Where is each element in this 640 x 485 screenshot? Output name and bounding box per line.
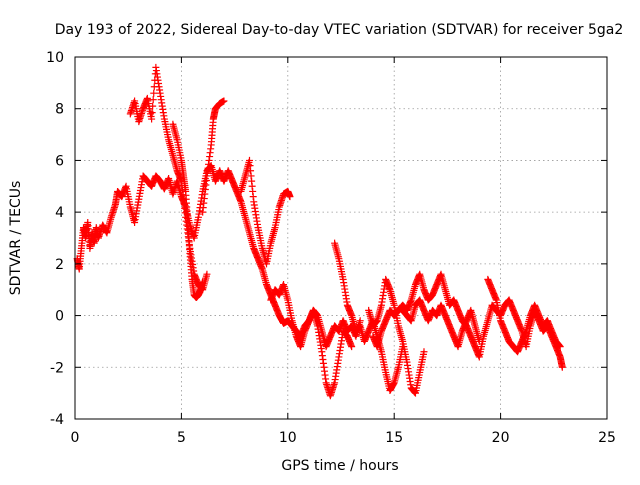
axis-ticks: 0 5 10 15 20 25 -4 -2 0 2 4 6 8 10 bbox=[46, 50, 616, 446]
data-point-marker bbox=[558, 363, 566, 371]
data-point-marker bbox=[150, 89, 158, 97]
data-point-marker bbox=[475, 337, 483, 345]
x-tick-label: 5 bbox=[177, 430, 186, 446]
data-point-marker bbox=[199, 278, 207, 286]
data-point-marker bbox=[148, 109, 156, 117]
y-tick-label: -4 bbox=[50, 412, 64, 428]
y-tick-label: -2 bbox=[50, 360, 64, 376]
x-tick-label: 10 bbox=[279, 430, 297, 446]
x-axis-label: GPS time / hours bbox=[281, 458, 398, 474]
y-tick-label: 10 bbox=[46, 50, 64, 66]
data-point-marker bbox=[148, 115, 156, 123]
x-tick-label: 20 bbox=[492, 430, 510, 446]
x-tick-label: 15 bbox=[385, 430, 403, 446]
data-point-marker bbox=[149, 96, 157, 104]
data-point-marker bbox=[149, 102, 157, 110]
y-tick-label: 2 bbox=[55, 257, 64, 273]
chart-title: Day 193 of 2022, Sidereal Day-to-day VTE… bbox=[55, 22, 624, 38]
data-point-marker bbox=[420, 348, 428, 356]
y-tick-label: 0 bbox=[55, 309, 64, 325]
y-tick-label: 4 bbox=[55, 205, 64, 221]
data-points bbox=[73, 63, 566, 400]
data-point-marker bbox=[348, 343, 356, 351]
y-tick-label: 6 bbox=[55, 153, 64, 169]
data-point-marker bbox=[286, 193, 294, 201]
data-point-marker bbox=[203, 270, 211, 278]
y-tick-label: 8 bbox=[55, 102, 64, 118]
plot-frame bbox=[74, 56, 608, 420]
data-point-marker bbox=[556, 343, 564, 351]
x-tick-label: 25 bbox=[598, 430, 616, 446]
y-axis-label: SDTVAR / TECUs bbox=[8, 181, 24, 296]
data-point-marker bbox=[220, 97, 228, 105]
x-tick-label: 0 bbox=[71, 430, 80, 446]
